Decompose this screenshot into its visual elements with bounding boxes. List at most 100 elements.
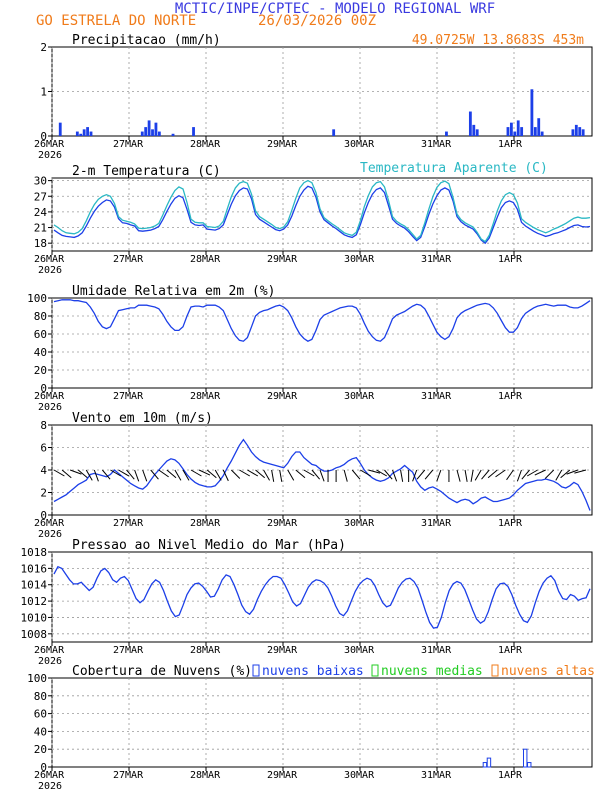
precip-bar — [516, 120, 520, 136]
cloud-legend-1: nuvens medias — [381, 664, 483, 679]
precip-bar — [332, 129, 336, 136]
wind-ytick-label: 6 — [40, 442, 47, 455]
press-ytick-label: 1010 — [21, 611, 48, 624]
precip-xtick-label: 28MAR — [190, 139, 221, 150]
wind-arrow — [166, 469, 177, 479]
precip-year-label: 2026 — [38, 150, 62, 161]
humid-title: Umidade Relativa em 2m (%) — [72, 284, 276, 299]
humid-xtick-label: 31MAR — [421, 391, 452, 402]
precip-bar — [540, 131, 544, 136]
cloud-xtick-label: 29MAR — [267, 770, 298, 781]
wind-arrow — [560, 469, 571, 479]
temp-xtick-label: 31MAR — [421, 254, 452, 265]
precip-bar — [86, 127, 89, 136]
wind-xtick-label: 29MAR — [267, 518, 298, 529]
cloud-bar-0 — [482, 762, 488, 768]
press-ytick-label: 1014 — [21, 579, 48, 592]
wind-line — [53, 438, 591, 511]
wind-arrow — [69, 469, 82, 475]
temp-ytick-label: 21 — [34, 222, 47, 235]
wind-xtick-label: 28MAR — [190, 518, 221, 529]
wind-arrow — [376, 469, 388, 477]
cloud-ytick-label: 0 — [40, 761, 47, 774]
cloud-bar-0 — [527, 762, 532, 768]
humid-ytick-label: 80 — [34, 310, 47, 323]
precip-bar — [171, 133, 175, 136]
cloud-xtick-label: 1APR — [498, 770, 523, 781]
wind-title: Vento em 10m (m/s) — [72, 411, 213, 426]
wind-arrow — [53, 469, 65, 477]
temp-xtick-label: 28MAR — [190, 254, 221, 265]
wind-arrow — [495, 469, 506, 478]
wind-arrow — [555, 469, 563, 481]
wind-arrow — [436, 469, 442, 482]
apparent-temp-line — [53, 179, 591, 243]
header-location: GO ESTRELA DO NORTE — [36, 13, 196, 29]
temp-legend: Temperatura Aparente (C) — [360, 161, 548, 176]
precip-ytick-label: 2 — [40, 41, 47, 54]
precip-bar — [509, 122, 513, 136]
wind-arrow — [534, 469, 546, 476]
press-ytick-label: 1018 — [21, 546, 48, 559]
wind-arrow — [412, 469, 418, 482]
wind-arrow — [126, 469, 135, 480]
cloud-xtick-label: 26MAR — [34, 770, 65, 781]
wind-arrow — [142, 469, 148, 482]
cloud-xtick-label: 27MAR — [113, 770, 144, 781]
press-ytick-label: 1012 — [21, 595, 48, 608]
precip-xtick-label: 29MAR — [267, 139, 298, 150]
wind-arrow — [271, 469, 275, 482]
wind-arrow — [77, 469, 88, 479]
precip-bar — [520, 127, 524, 136]
wind-ytick-label: 8 — [40, 419, 47, 432]
wind-arrow — [101, 469, 111, 480]
wind-arrow — [470, 469, 474, 482]
temp-xtick-label: 30MAR — [344, 254, 375, 265]
precip-bar — [144, 127, 148, 136]
wind-arrow — [424, 469, 434, 480]
humid-ytick-label: 60 — [34, 328, 47, 341]
precip-title: Precipitacao (mm/h) — [72, 33, 221, 48]
precip-ytick-label: 0 — [40, 130, 47, 143]
press-xtick-label: 27MAR — [113, 645, 144, 656]
wind-arrow — [230, 469, 241, 479]
precip-xtick-label: 30MAR — [344, 139, 375, 150]
wind-arrow — [214, 469, 222, 481]
wind-arrow — [343, 469, 348, 482]
cloud-ytick-label: 60 — [34, 708, 47, 721]
precip-bar — [571, 129, 575, 136]
temp-ytick-label: 24 — [34, 206, 48, 219]
temp-year-label: 2026 — [38, 265, 62, 276]
press-ytick-label: 1016 — [21, 562, 48, 575]
cloud-ytick-label: 20 — [34, 743, 47, 756]
wind-arrow — [158, 469, 169, 478]
wind-arrow — [255, 469, 266, 479]
press-frame — [51, 551, 593, 643]
cloud-xtick-label: 31MAR — [421, 770, 452, 781]
wind-arrow — [351, 469, 361, 480]
wind-arrow — [311, 469, 321, 480]
wind-arrow — [506, 469, 514, 481]
cloud-bar-0 — [522, 748, 528, 768]
precip-bar — [533, 127, 537, 136]
wind-arrow — [174, 469, 182, 481]
humid-line — [53, 299, 591, 342]
humid-xtick-label: 30MAR — [344, 391, 375, 402]
humid-ytick-label: 20 — [34, 364, 47, 377]
wind-arrow — [295, 469, 306, 479]
temp-ytick-label: 18 — [34, 237, 47, 250]
wind-xtick-label: 31MAR — [421, 518, 452, 529]
wind-arrow — [190, 469, 202, 477]
wind-arrow — [85, 469, 93, 481]
humid-frame — [51, 297, 593, 389]
wind-xtick-label: 27MAR — [113, 518, 144, 529]
temp-title: 2-m Temperatura (C) — [72, 164, 221, 179]
cloud-legend-swatch-1 — [371, 664, 379, 677]
precip-bar — [513, 131, 517, 136]
header-coords: 49.0725W 13.8683S 453m — [412, 33, 584, 48]
wind-arrow — [416, 469, 426, 480]
press-line — [53, 565, 591, 629]
wind-arrow — [198, 469, 211, 476]
wind-arrow — [481, 469, 490, 480]
precip-bar — [445, 131, 448, 136]
